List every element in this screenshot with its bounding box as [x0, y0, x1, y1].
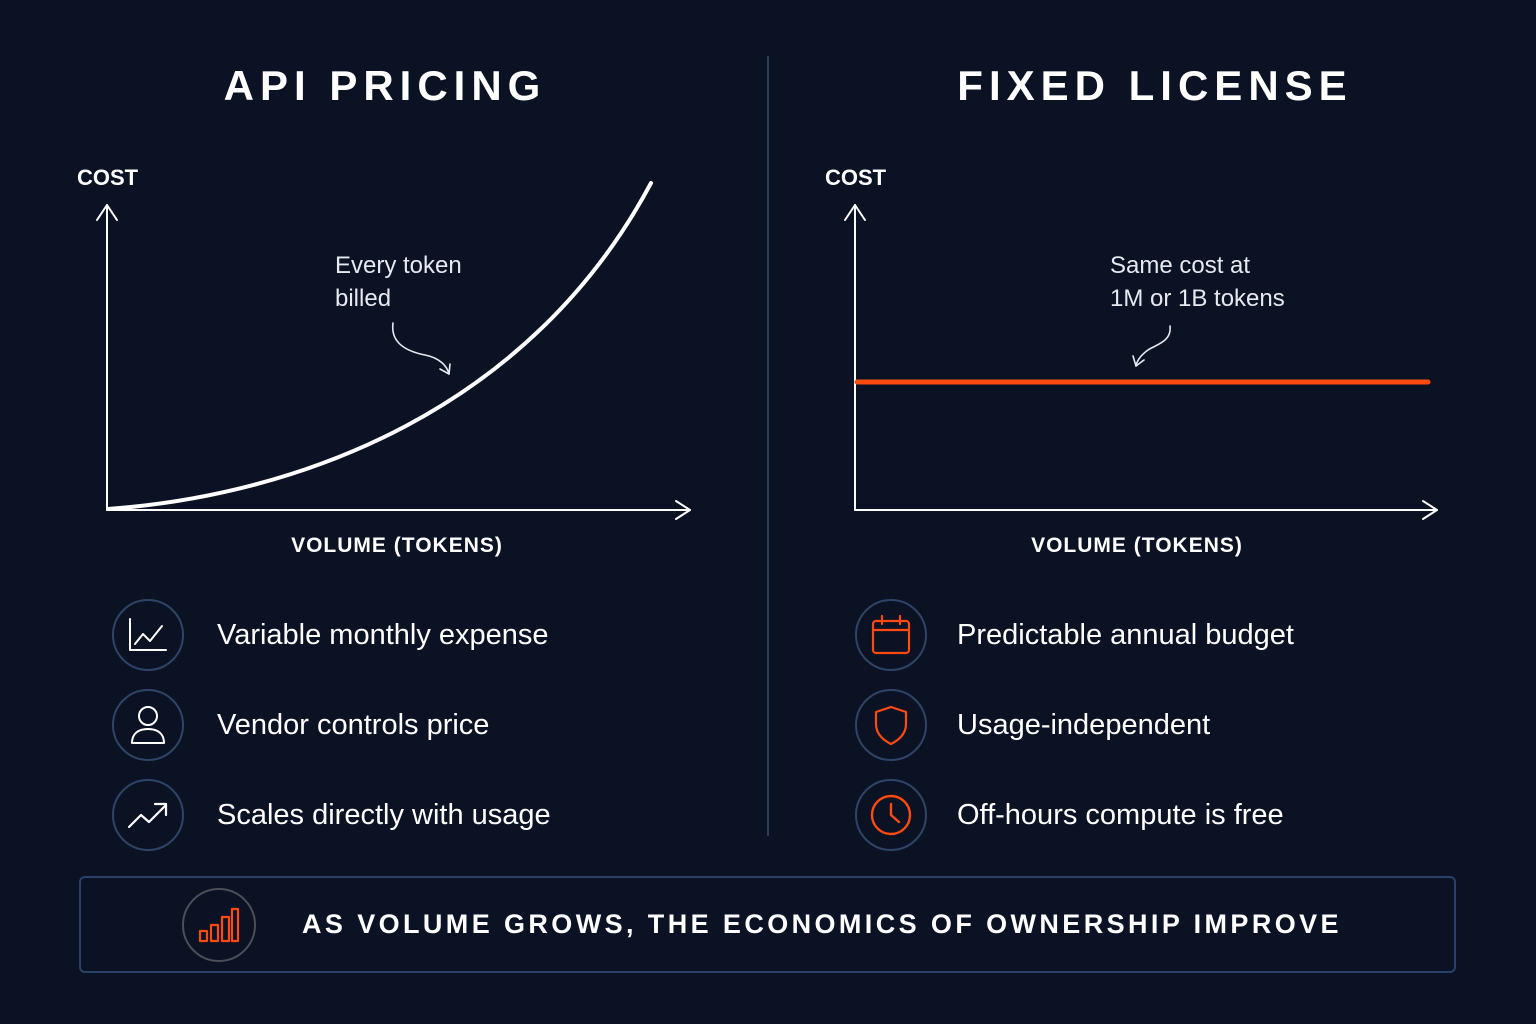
feature-label: Off-hours compute is free	[957, 798, 1284, 831]
summary-banner: AS VOLUME GROWS, THE ECONOMICS OF OWNERS…	[79, 876, 1456, 973]
x-axis	[106, 500, 691, 520]
annotation-line-1: Every token	[335, 252, 462, 279]
list-item: Usage-independent	[855, 680, 1294, 770]
list-item: Off-hours compute is free	[855, 770, 1294, 860]
annotation-line-2: 1M or 1B tokens	[1110, 285, 1285, 312]
feature-label: Variable monthly expense	[217, 618, 549, 651]
list-item: Predictable annual budget	[855, 590, 1294, 680]
annotation-arrow	[1132, 325, 1171, 367]
y-axis	[844, 204, 866, 511]
trending-up-icon	[112, 779, 184, 851]
x-axis-label: VOLUME (TOKENS)	[1031, 534, 1243, 557]
list-item: Scales directly with usage	[112, 770, 551, 860]
fixed-license-title: FIXED LICENSE	[957, 62, 1353, 109]
feature-label: Predictable annual budget	[957, 618, 1294, 651]
y-axis-label: COST	[77, 165, 139, 190]
feature-label: Vendor controls price	[217, 708, 490, 741]
clock-icon	[855, 779, 927, 851]
bar-chart-icon	[182, 887, 256, 962]
feature-label: Usage-independent	[957, 708, 1211, 741]
api-pricing-title: API PRICING	[223, 62, 547, 109]
x-axis	[854, 500, 1438, 520]
line-chart-icon	[112, 599, 184, 671]
fixed-license-features: Predictable annual budget Usage-independ…	[855, 590, 1294, 860]
api-pricing-features: Variable monthly expense Vendor controls…	[112, 590, 551, 860]
feature-label: Scales directly with usage	[217, 798, 551, 831]
annotation-arrow	[392, 322, 451, 375]
y-axis	[96, 204, 118, 511]
cost-curve	[106, 181, 653, 511]
annotation-line-1: Same cost at	[1110, 252, 1250, 279]
x-axis-label: VOLUME (TOKENS)	[291, 534, 503, 557]
panel-divider	[767, 56, 769, 836]
user-icon	[112, 689, 184, 761]
annotation-line-2: billed	[335, 285, 391, 312]
shield-icon	[855, 689, 927, 761]
banner-text: AS VOLUME GROWS, THE ECONOMICS OF OWNERS…	[302, 909, 1342, 939]
calendar-icon	[855, 599, 927, 671]
y-axis-label: COST	[825, 165, 887, 190]
list-item: Variable monthly expense	[112, 590, 551, 680]
list-item: Vendor controls price	[112, 680, 551, 770]
